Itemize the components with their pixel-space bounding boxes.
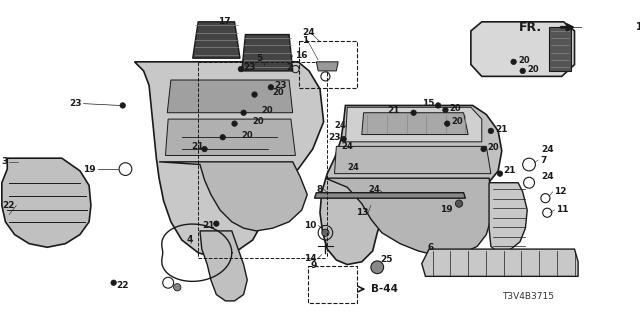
Text: 20: 20 [487, 143, 499, 152]
Text: 25: 25 [380, 255, 392, 265]
Text: 20: 20 [262, 107, 273, 116]
Text: 21: 21 [504, 166, 516, 175]
Polygon shape [193, 22, 240, 58]
Polygon shape [200, 231, 247, 301]
Text: 23: 23 [275, 81, 287, 90]
Text: 11: 11 [556, 205, 569, 214]
Text: 5: 5 [257, 54, 262, 63]
Text: 24: 24 [541, 172, 554, 181]
Circle shape [520, 68, 525, 74]
Polygon shape [167, 80, 292, 113]
Text: 16: 16 [296, 51, 308, 60]
Text: 20: 20 [273, 88, 284, 97]
Polygon shape [2, 158, 91, 247]
Circle shape [120, 103, 125, 108]
Polygon shape [166, 119, 296, 156]
Text: 20: 20 [253, 117, 264, 126]
Text: 24: 24 [341, 142, 353, 151]
Polygon shape [422, 249, 578, 276]
Circle shape [241, 110, 246, 116]
Polygon shape [346, 107, 482, 142]
Polygon shape [320, 106, 502, 265]
Text: 23: 23 [328, 133, 341, 142]
Circle shape [497, 171, 502, 176]
Circle shape [371, 261, 383, 274]
Text: 24: 24 [302, 28, 314, 37]
Text: T3V4B3715: T3V4B3715 [502, 292, 554, 301]
Circle shape [511, 59, 516, 65]
Text: 19: 19 [440, 205, 452, 214]
Text: 12: 12 [554, 187, 567, 196]
Text: 14: 14 [304, 254, 316, 263]
Text: 2: 2 [287, 63, 292, 72]
Text: 20: 20 [449, 104, 461, 113]
Text: 6: 6 [428, 243, 433, 252]
Polygon shape [325, 178, 493, 255]
Circle shape [202, 146, 207, 152]
Text: 3: 3 [2, 157, 8, 166]
Text: 4: 4 [186, 236, 193, 244]
Circle shape [111, 280, 116, 285]
Text: 21: 21 [387, 106, 400, 115]
Text: 20: 20 [518, 55, 530, 65]
Circle shape [214, 221, 219, 226]
Text: 21: 21 [202, 221, 214, 230]
Text: 21: 21 [495, 124, 508, 133]
Circle shape [173, 284, 181, 291]
Text: 20: 20 [451, 117, 463, 126]
Circle shape [220, 134, 225, 140]
Text: 24: 24 [368, 186, 380, 195]
Circle shape [238, 66, 244, 72]
Text: 22: 22 [2, 201, 14, 210]
Text: 17: 17 [218, 17, 231, 26]
Polygon shape [335, 146, 491, 174]
Polygon shape [549, 27, 571, 71]
Text: 8: 8 [316, 185, 323, 194]
Circle shape [456, 200, 463, 207]
Circle shape [443, 107, 448, 113]
Text: 9: 9 [311, 261, 317, 270]
Text: 23: 23 [69, 99, 82, 108]
Text: 19: 19 [83, 164, 95, 173]
Polygon shape [471, 22, 575, 76]
Circle shape [411, 110, 417, 116]
Text: 22: 22 [116, 281, 129, 290]
Text: 24: 24 [335, 121, 346, 130]
Polygon shape [314, 193, 465, 198]
Circle shape [252, 92, 257, 97]
Text: FR.: FR. [518, 21, 542, 34]
Polygon shape [316, 62, 338, 71]
Text: 7: 7 [541, 156, 547, 164]
Polygon shape [134, 62, 324, 258]
Polygon shape [159, 162, 307, 231]
Text: 24: 24 [541, 145, 554, 154]
Circle shape [341, 136, 346, 142]
Text: 18: 18 [636, 22, 640, 32]
Text: 10: 10 [304, 221, 316, 230]
Text: 20: 20 [241, 131, 253, 140]
Circle shape [481, 146, 486, 152]
Text: 23: 23 [244, 63, 256, 72]
Circle shape [435, 103, 441, 108]
Circle shape [268, 84, 274, 90]
Text: B-44: B-44 [371, 284, 398, 294]
Circle shape [322, 229, 329, 236]
Polygon shape [242, 35, 292, 71]
Circle shape [445, 121, 450, 126]
Text: 1: 1 [302, 36, 308, 44]
Circle shape [232, 121, 237, 126]
Text: 15: 15 [422, 99, 435, 108]
Polygon shape [362, 113, 468, 134]
Text: 24: 24 [348, 163, 359, 172]
Text: 13: 13 [356, 208, 369, 217]
Text: 20: 20 [527, 65, 539, 74]
Circle shape [488, 128, 493, 134]
Polygon shape [489, 183, 527, 253]
Text: 21: 21 [191, 142, 204, 151]
